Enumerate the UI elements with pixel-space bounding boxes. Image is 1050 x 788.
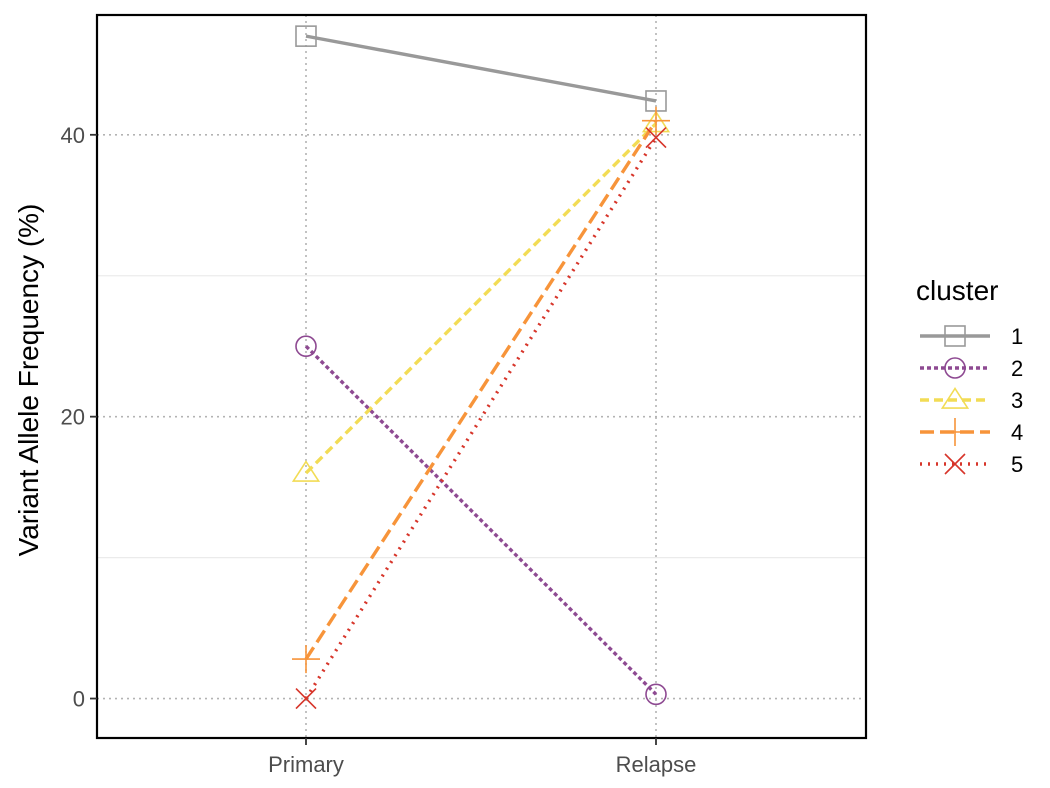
legend-title: cluster (916, 275, 998, 306)
x-axis: Primary Relapse (268, 738, 696, 777)
point-marker-plus (292, 645, 320, 674)
y-tick-label: 40 (61, 123, 85, 148)
point-marker-circle (944, 357, 966, 379)
y-tick-label: 20 (61, 405, 85, 430)
point-marker-circle (295, 335, 317, 357)
series-line-4 (304, 119, 658, 661)
legend-item-5: 5 (920, 452, 1023, 477)
point-marker-circle (645, 683, 667, 706)
point-marker-square (944, 325, 966, 347)
point-marker-triangle (940, 387, 970, 409)
legend-label: 4 (1011, 420, 1023, 445)
legend-label: 5 (1011, 452, 1023, 477)
y-axis-title: Variant Allele Frequency (%) (13, 204, 44, 557)
point-marker-triangle (291, 460, 321, 482)
series-line-2 (304, 344, 658, 696)
point-marker-plus (642, 106, 670, 135)
legend: cluster 1 2 3 4 5 (916, 275, 1023, 477)
series-2 (295, 335, 667, 706)
series-layer (291, 25, 671, 710)
series-5 (295, 127, 667, 710)
legend-item-1: 1 (920, 324, 1023, 349)
legend-label: 1 (1011, 324, 1023, 349)
grid (97, 15, 866, 738)
legend-item-3: 3 (920, 387, 1023, 413)
point-marker-x (944, 453, 966, 475)
plot-border (95, 13, 868, 740)
y-tick-label: 0 (73, 687, 85, 712)
x-tick-label: Primary (268, 752, 344, 777)
legend-item-2: 2 (920, 356, 1023, 381)
point-marker-square (295, 25, 317, 47)
x-tick-label: Relapse (616, 752, 697, 777)
legend-item-4: 4 (920, 418, 1023, 446)
series-4 (292, 106, 670, 674)
y-axis: 0 20 40 (61, 123, 97, 712)
series-line-1 (305, 34, 657, 103)
plot-background (97, 15, 866, 738)
point-marker-x (295, 687, 317, 710)
point-marker-x (645, 127, 667, 149)
series-line-3 (304, 122, 658, 475)
legend-label: 3 (1011, 388, 1023, 413)
legend-label: 2 (1011, 356, 1023, 381)
point-marker-plus (941, 418, 969, 446)
